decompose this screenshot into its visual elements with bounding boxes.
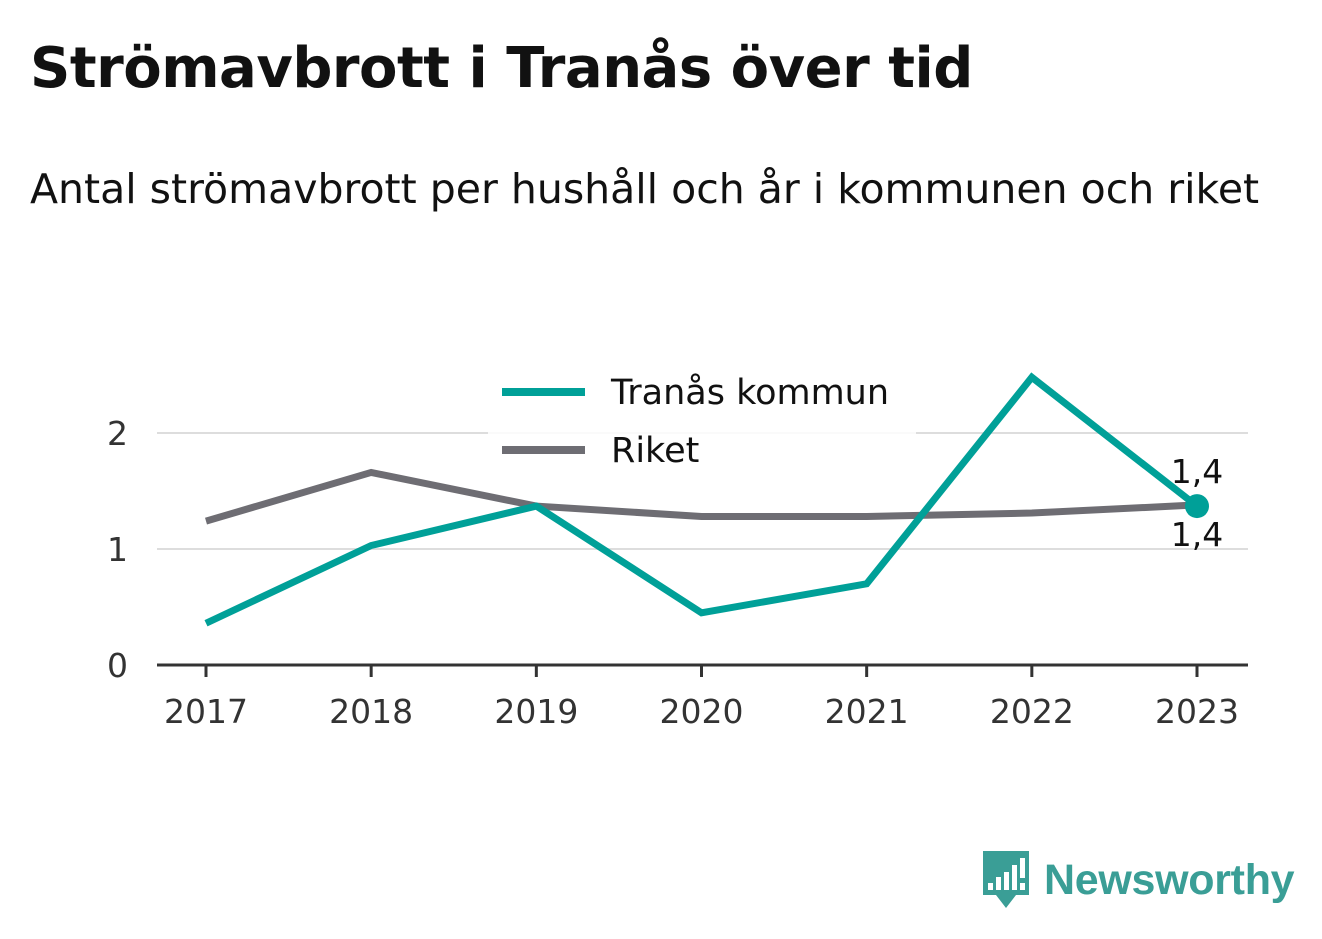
gridlines [157,432,1248,550]
x-tick-label: 2017 [164,692,248,731]
newsworthy-bar-chart-icon [983,851,1029,908]
x-tick-label: 2021 [825,692,909,731]
legend-label: Tranås kommun [610,372,889,413]
x-tick-label: 2018 [329,692,413,731]
legend: Tranås kommun Riket [488,360,916,471]
y-tick-label: 1 [107,530,128,569]
brand-name: Newsworthy [1044,855,1295,904]
x-tick-label: 2023 [1155,692,1239,731]
axes: 0 1 2 2017 2018 2019 2020 2021 2022 2023 [107,414,1248,731]
end-point-marker [1185,494,1209,519]
y-tick-label: 2 [107,414,128,453]
data-label: 1,4 [1171,452,1223,491]
y-tick-label: 0 [107,646,128,685]
series-line [204,372,1200,627]
legend-label: Riket [611,431,699,471]
data-label: 1,4 [1171,515,1223,554]
data-labels: 1,4 1,4 [1171,452,1223,554]
chart-title: Strömavbrott i Tranås över tid [30,36,973,101]
x-tick-label: 2022 [990,692,1074,731]
legend-background [488,360,916,434]
chart-subtitle: Antal strömavbrott per hushåll och år i … [30,165,1260,213]
series-line [205,468,1198,525]
series-lines [204,372,1209,627]
x-tick-label: 2020 [660,692,744,731]
x-tick-label: 2019 [494,692,578,731]
newsworthy-logo: Newsworthy [980,848,1295,912]
